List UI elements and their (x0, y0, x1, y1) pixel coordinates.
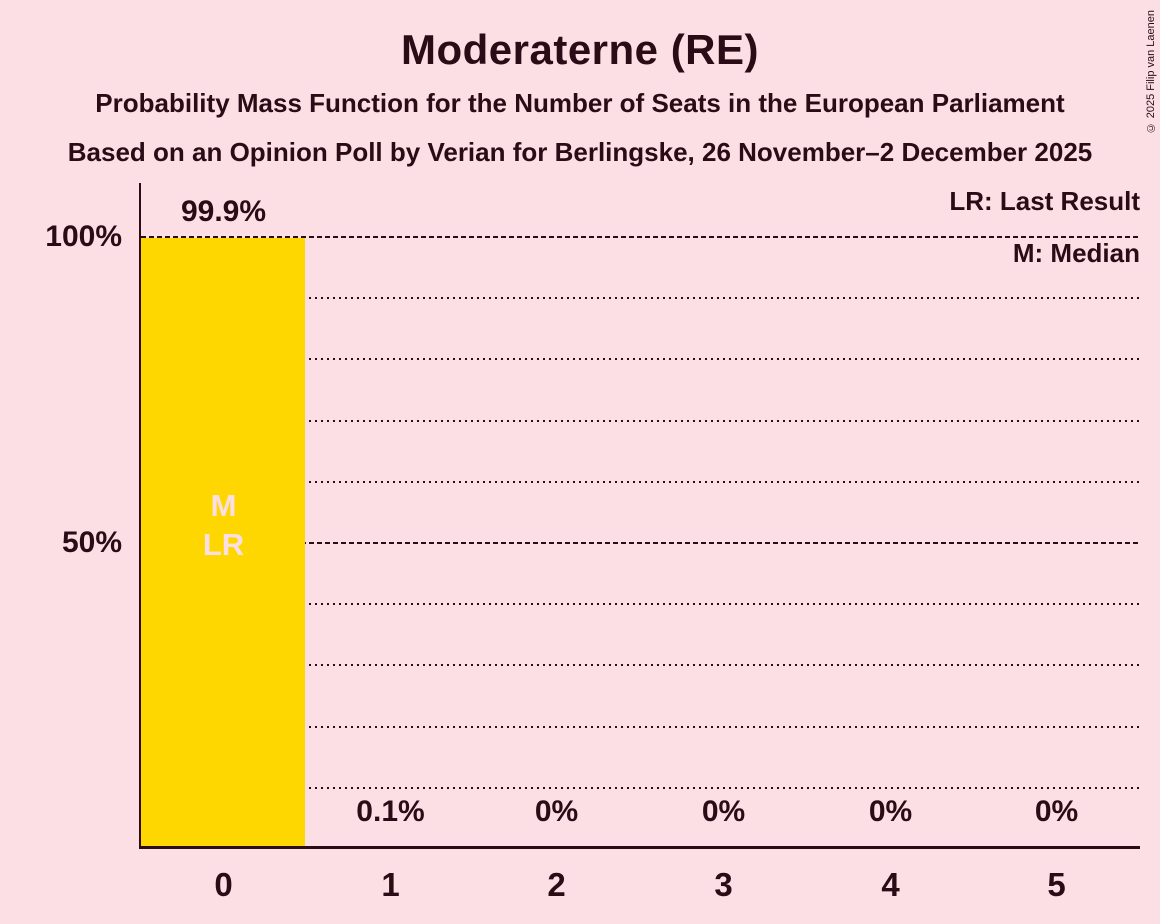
gridline-70pct (141, 419, 1140, 422)
chart-subtitle: Probability Mass Function for the Number… (95, 88, 1065, 118)
y-axis-label-100: 100% (45, 220, 122, 253)
gridline-30pct (141, 664, 1140, 667)
x-axis-label-5: 5 (1047, 866, 1066, 903)
gridline-40pct (141, 603, 1140, 606)
legend-last-result: LR: Last Result (949, 186, 1140, 216)
gridline-50pct (141, 542, 1140, 544)
gridline-20pct (141, 725, 1140, 728)
x-axis-label-2: 2 (547, 866, 566, 903)
x-axis-label-0: 0 (214, 866, 233, 903)
x-axis-label-1: 1 (381, 866, 400, 903)
probability-label-5: 0% (1034, 795, 1079, 828)
bar-annotation-0: M LR (140, 486, 307, 564)
gridline-90pct (141, 297, 1140, 300)
x-axis-line (139, 846, 1140, 849)
probability-label-3: 0% (701, 795, 746, 828)
gridline-60pct (141, 480, 1140, 483)
chart-title: Moderaterne (RE) (400, 26, 760, 73)
gridline-10pct (141, 786, 1140, 789)
bar-annotation-line-m: M (210, 488, 237, 523)
copyright-notice: © 2025 Filip van Laenen (1145, 10, 1157, 134)
probability-label-0: 99.9% (180, 195, 267, 228)
probability-label-2: 0% (534, 795, 579, 828)
bar-annotation-line-lr: LR (202, 527, 245, 562)
legend-median: M: Median (1012, 238, 1140, 268)
y-axis-line (139, 183, 141, 849)
x-axis-label-3: 3 (714, 866, 733, 903)
y-axis-label-50: 50% (61, 526, 122, 559)
probability-label-4: 0% (868, 795, 913, 828)
gridline-80pct (141, 358, 1140, 361)
probability-label-1: 0.1% (356, 795, 425, 828)
bar-seats-0 (141, 238, 305, 849)
chart-poll-source: Based on an Opinion Poll by Verian for B… (67, 137, 1093, 167)
gridline-100pct (141, 236, 1140, 238)
x-axis-label-4: 4 (881, 866, 900, 903)
